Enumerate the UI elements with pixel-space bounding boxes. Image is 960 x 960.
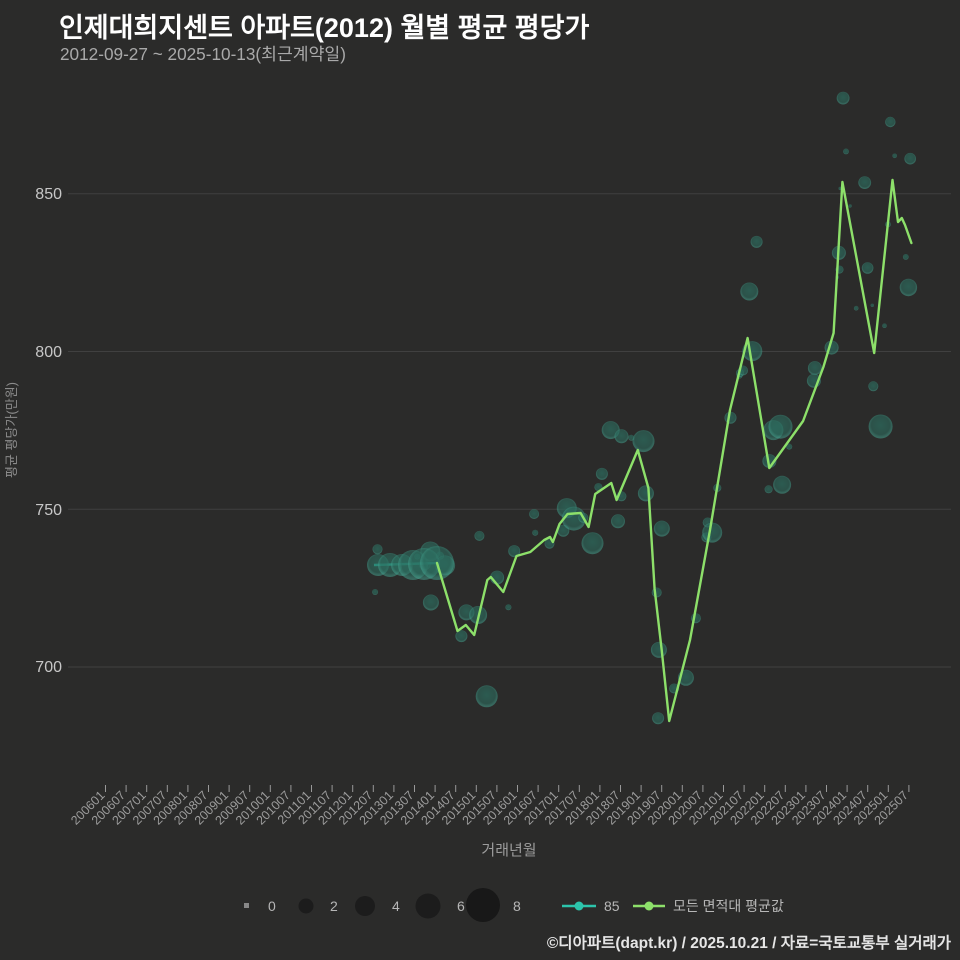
svg-text:8: 8 [513, 898, 521, 914]
svg-text:평균 평당가(만원): 평균 평당가(만원) [4, 382, 19, 478]
svg-text:700: 700 [35, 659, 62, 676]
svg-text:6: 6 [457, 898, 465, 914]
svg-text:4: 4 [392, 898, 400, 914]
svg-text:모든 면적대 평균값: 모든 면적대 평균값 [673, 898, 784, 914]
svg-text:거래년월: 거래년월 [481, 842, 536, 859]
svg-text:0: 0 [268, 898, 276, 914]
svg-text:850: 850 [35, 186, 62, 203]
svg-text:800: 800 [35, 344, 62, 361]
svg-text:750: 750 [35, 502, 62, 519]
svg-text:85: 85 [604, 898, 620, 914]
svg-text:2: 2 [330, 898, 338, 914]
